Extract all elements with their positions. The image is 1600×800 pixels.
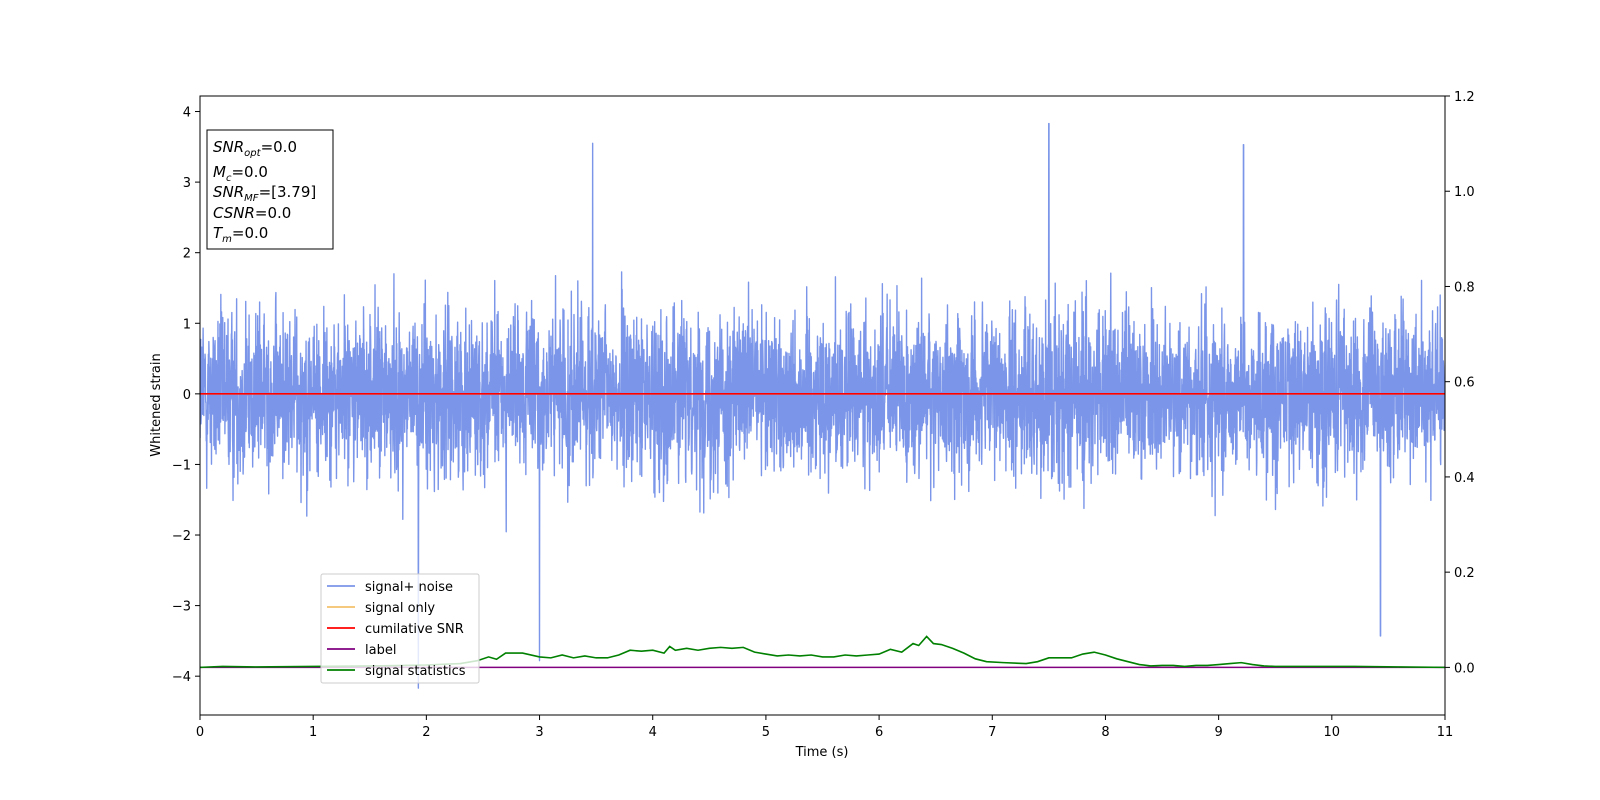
plot-frame (199, 95, 1446, 716)
y-axis-label: Whitened strain (149, 353, 164, 456)
annotation-subscript: c (226, 173, 232, 184)
y-axis-right: 0.0 0.2 0.4 0.6 0.8 1.0 1.2 (1445, 90, 1475, 676)
y-tick-label: 3 (183, 176, 191, 191)
y-tick-label: 2 (183, 247, 191, 262)
y2-tick-label: 1.0 (1454, 185, 1475, 200)
annotation-value: =0.0 (255, 204, 291, 222)
y2-tick-label: 0.6 (1454, 376, 1475, 391)
y-tick-label: −3 (172, 600, 191, 615)
x-axis: 0 1 2 3 4 5 6 7 8 9 10 11 (196, 715, 1453, 740)
x-tick-label: 8 (1101, 725, 1109, 740)
y2-tick-label: 0.2 (1454, 566, 1475, 581)
annotation-value: =0.0 (261, 138, 297, 156)
legend-entry: label (365, 643, 396, 658)
annotation-subscript: m (222, 234, 232, 245)
x-tick-label: 4 (649, 725, 657, 740)
annotation-line: SNRopt=0.0 (213, 138, 297, 159)
annotation-value: =0.0 (231, 163, 267, 181)
y-tick-label: −2 (172, 529, 191, 544)
annotation-symbol: CSNR (213, 204, 255, 222)
y2-tick-label: 0.4 (1454, 471, 1475, 486)
annotation-symbol: SNR (213, 183, 244, 201)
y-tick-label: −1 (172, 458, 191, 473)
x-tick-label: 2 (422, 725, 430, 740)
x-tick-label: 6 (875, 725, 883, 740)
annotation-subscript: MF (244, 193, 259, 204)
annotation-box: SNRopt=0.0Mc=0.0SNRMF=[3.79]CSNR=0.0Tm=0… (206, 129, 334, 250)
legend-frame (320, 573, 480, 684)
annotation-symbol: T (213, 224, 224, 242)
y-axis-left: −4 −3 −2 −1 0 1 2 3 4 (172, 106, 200, 685)
x-tick-label: 3 (535, 725, 543, 740)
x-tick-label: 11 (1437, 725, 1454, 740)
y2-tick-label: 1.2 (1454, 90, 1475, 105)
legend-entry: cumilative SNR (365, 622, 464, 637)
annotation-symbol: M (213, 163, 226, 181)
annotation-line: Tm=0.0 (213, 224, 268, 245)
legend-entry: signal+ noise (365, 580, 453, 595)
series-signal-statistics (200, 635, 1445, 669)
x-tick-label: 10 (1324, 725, 1341, 740)
annotation-line: CSNR=0.0 (213, 204, 291, 222)
x-tick-label: 5 (762, 725, 770, 740)
x-tick-label: 0 (196, 725, 204, 740)
y-tick-label: −4 (172, 670, 191, 685)
y-tick-label: 0 (183, 388, 191, 403)
annotation-line: SNRMF=[3.79] (213, 183, 316, 204)
y-tick-label: 4 (183, 106, 191, 121)
annotation-line: Mc=0.0 (213, 163, 268, 184)
y2-tick-label: 0.8 (1454, 280, 1475, 295)
annotation-value: =0.0 (232, 224, 268, 242)
legend-entry: signal only (365, 601, 435, 616)
annotation-frame (206, 129, 334, 250)
y2-tick-label: 0.0 (1454, 661, 1475, 676)
annotation-symbol: SNR (213, 138, 244, 156)
legend-entry: signal statistics (365, 664, 466, 679)
x-tick-label: 7 (988, 725, 996, 740)
legend: signal+ noise signal only cumilative SNR la… (320, 573, 480, 684)
x-tick-label: 9 (1214, 725, 1222, 740)
y-tick-label: 1 (183, 317, 191, 332)
annotation-value: =[3.79] (259, 183, 317, 201)
annotation-subscript: opt (244, 148, 261, 159)
x-tick-label: 1 (309, 725, 317, 740)
x-axis-label: Time (s) (795, 745, 849, 760)
